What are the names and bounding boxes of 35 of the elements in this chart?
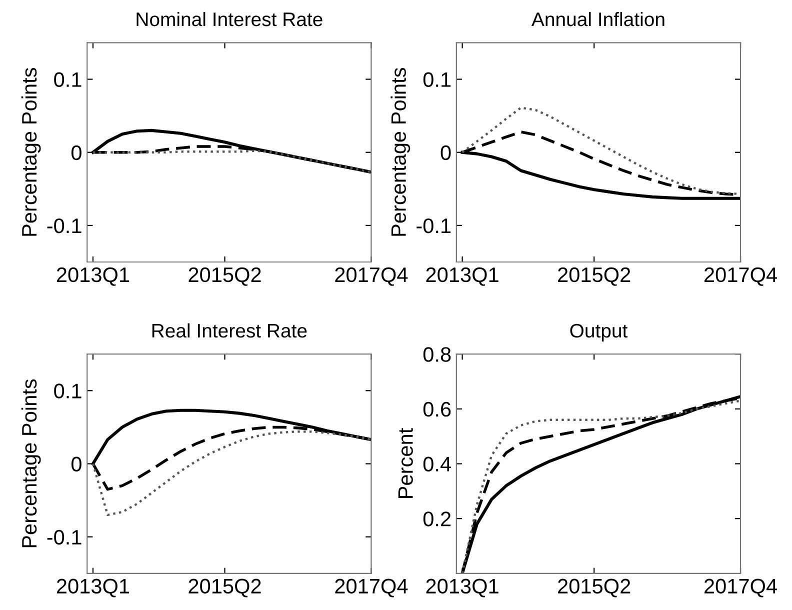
x-tick-label: 2017Q4 — [704, 267, 777, 286]
y-tick-label: 0.1 — [54, 72, 82, 88]
chart-title: Output — [570, 324, 628, 342]
x-tick-label: 2017Q4 — [704, 578, 777, 598]
x-tick-label: 2017Q4 — [335, 578, 408, 598]
y-axis-title: Percentage Points — [21, 68, 41, 236]
x-tick-label: 2013Q1 — [56, 578, 130, 598]
y-axis-title: Percentage Points — [390, 68, 410, 236]
x-tick-label: 2013Q1 — [426, 578, 498, 598]
y-tick-label: 0.4 — [423, 456, 451, 472]
y-tick-label: 0.2 — [423, 512, 451, 526]
y-tick-label: 0.8 — [423, 347, 451, 362]
chart-title: Nominal Interest Rate — [136, 12, 322, 26]
line-series — [92, 430, 372, 516]
y-tick-label: 0 — [71, 145, 82, 160]
x-tick-label: 2013Q1 — [56, 267, 130, 286]
x-tick-label: 2015Q2 — [558, 267, 630, 286]
y-tick-label: 0.6 — [423, 402, 451, 417]
y-axis-title: Percent — [398, 428, 413, 498]
x-tick-label: 2015Q2 — [558, 578, 630, 598]
y-tick-label: 0.1 — [54, 384, 82, 398]
y-axis-title: Percentage Points — [21, 379, 41, 548]
x-tick-label: 2015Q2 — [188, 267, 261, 286]
y-tick-label: -0.1 — [416, 218, 451, 234]
y-tick-label: -0.1 — [47, 218, 82, 234]
x-tick-label: 2017Q4 — [335, 267, 408, 286]
y-tick-label: 0 — [71, 456, 82, 472]
x-tick-label: 2015Q2 — [188, 578, 261, 598]
chart-title: Real Interest Rate — [152, 323, 307, 338]
line-series — [92, 150, 372, 174]
y-tick-label: 0.1 — [423, 72, 451, 88]
y-tick-label: 0 — [440, 145, 451, 160]
x-tick-label: 2013Q1 — [426, 267, 498, 286]
chart-title: Annual Inflation — [531, 12, 664, 26]
y-tick-label: -0.1 — [47, 530, 82, 545]
